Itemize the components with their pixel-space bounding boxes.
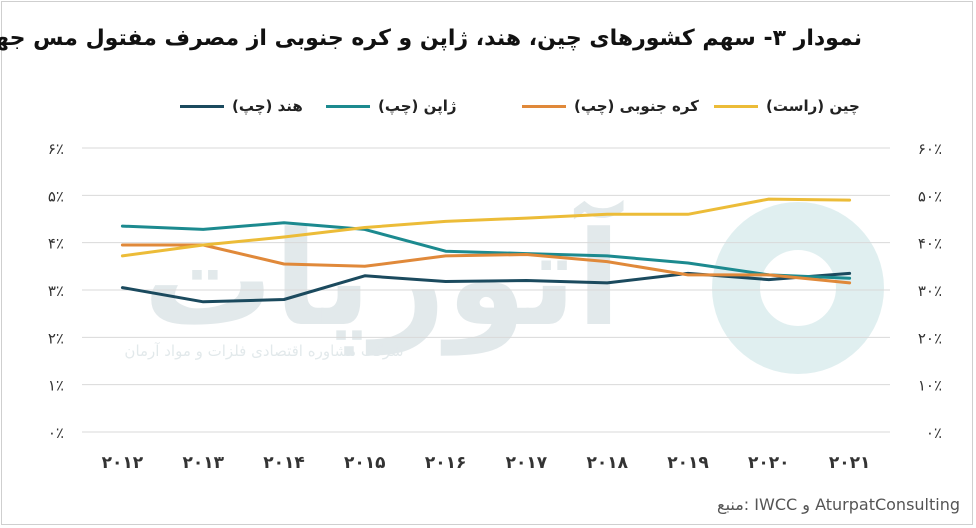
series-line-3 xyxy=(120,197,852,258)
legend-label-japan: ژاپن (چپ) xyxy=(378,97,457,115)
chart-legend: هند (چپ) ژاپن (چپ) کره جنوبی (چپ) چین (ر… xyxy=(2,94,976,118)
y-left-tick-label: ۱٪ xyxy=(48,377,64,395)
x-tick-label: ۲۰۱۳ xyxy=(182,453,224,473)
y-right-tick-label: ۴۰٪ xyxy=(918,235,942,253)
y-left-tick-label: ۳٪ xyxy=(48,282,64,300)
x-tick-label: ۲۰۱۶ xyxy=(425,453,467,473)
legend-swatch-japan xyxy=(326,104,370,108)
x-tick-label: ۲۰۲۱ xyxy=(829,453,871,473)
y-right-tick-label: ۲۰٪ xyxy=(918,329,942,347)
legend-swatch-korea xyxy=(522,104,566,108)
y-left-tick-label: ۵٪ xyxy=(48,187,64,205)
x-tick-label: ۲۰۱۲ xyxy=(102,453,144,473)
x-tick-label: ۲۰۲۰ xyxy=(748,453,790,473)
x-tick-label: ۲۰۱۸ xyxy=(586,453,628,473)
series-line-1 xyxy=(120,221,852,280)
legend-swatch-india xyxy=(180,104,224,108)
y-right-tick-label: ۱۰٪ xyxy=(918,377,942,395)
source-note: منبع: IWCC و AturpatConsulting xyxy=(717,495,960,514)
grid-lines xyxy=(82,147,890,433)
series-lines xyxy=(120,197,852,304)
legend-item-china: چین (راست) xyxy=(714,94,860,118)
legend-label-india: هند (چپ) xyxy=(232,97,303,115)
chart-title: نمودار ۳- سهم کشورهای چین، هند، ژاپن و ک… xyxy=(0,26,862,51)
y-left-tick-label: ۶٪ xyxy=(48,140,64,158)
y-right-tick-label: ۵۰٪ xyxy=(918,187,942,205)
y-right-tick-label: ۳۰٪ xyxy=(918,282,942,300)
series-line-0 xyxy=(120,271,852,304)
y-left-tick-label: ۲٪ xyxy=(48,329,64,347)
legend-item-korea: کره جنوبی (چپ) xyxy=(522,94,699,118)
legend-swatch-china xyxy=(714,104,758,108)
legend-item-india: هند (چپ) xyxy=(180,94,303,118)
y-axis-right: ۰٪ ۱۰٪ ۲۰٪ ۳۰٪ ۴۰٪ ۵۰٪ ۶۰٪ xyxy=(918,140,942,442)
y-left-tick-label: ۰٪ xyxy=(48,424,64,442)
legend-label-korea: کره جنوبی (چپ) xyxy=(574,97,699,115)
y-right-tick-label: ۶۰٪ xyxy=(918,140,942,158)
watermark-logo-circle xyxy=(712,202,884,374)
watermark-subtext: شرکت مشاوره اقتصادی فلزات و مواد آرمان xyxy=(124,342,403,360)
watermark-logo-inner xyxy=(760,250,836,326)
x-tick-label: ۲۰۱۹ xyxy=(667,453,709,473)
legend-label-china: چین (راست) xyxy=(766,97,860,115)
y-right-tick-label: ۰٪ xyxy=(926,424,942,442)
x-tick-label: ۲۰۱۵ xyxy=(344,453,386,473)
x-tick-label: ۲۰۱۷ xyxy=(506,453,548,473)
legend-item-japan: ژاپن (چپ) xyxy=(326,94,457,118)
x-tick-label: ۲۰۱۴ xyxy=(263,453,305,473)
x-axis: ۲۰۱۲ ۲۰۱۳ ۲۰۱۴ ۲۰۱۵ ۲۰۱۶ ۲۰۱۷ ۲۰۱۸ ۲۰۱۹ ۲۰۲۰ ۲۰۲۱ xyxy=(102,453,871,473)
y-left-tick-label: ۴٪ xyxy=(48,235,64,253)
y-axis-left: ۰٪ ۱٪ ۲٪ ۳٪ ۴٪ ۵٪ ۶٪ xyxy=(48,140,64,442)
series-line-2 xyxy=(120,243,852,285)
